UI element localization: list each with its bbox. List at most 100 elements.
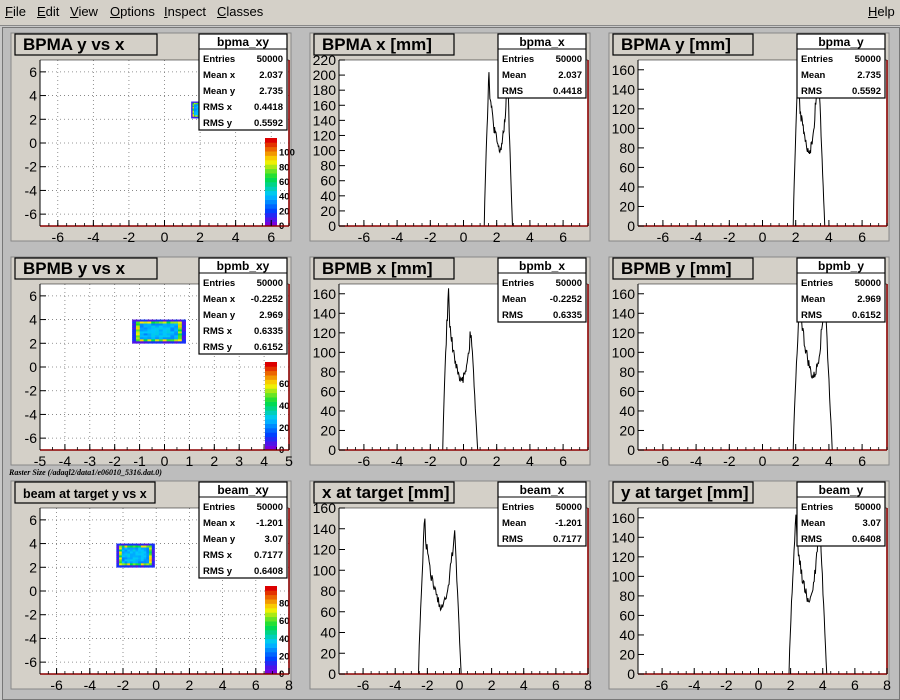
heatmap-cell xyxy=(116,545,120,548)
y-tick-label: 160 xyxy=(313,286,337,302)
heatmap-cell xyxy=(155,331,160,334)
y-tick-label: 40 xyxy=(619,179,635,195)
stats-value: 2.037 xyxy=(558,70,582,81)
heatmap-cell xyxy=(162,321,167,324)
stats-value: 50000 xyxy=(257,502,283,513)
x-tick-label: -4 xyxy=(690,229,703,245)
stats-box xyxy=(198,33,288,131)
stats-label: Mean x xyxy=(203,518,236,529)
palette-cell xyxy=(265,190,277,196)
heatmap-cell xyxy=(170,327,175,330)
heatmap-cell xyxy=(193,111,196,113)
x-tick-label: 0 xyxy=(456,677,464,693)
palette-cell xyxy=(265,397,277,402)
heatmap-cell xyxy=(143,335,148,338)
heatmap-cell xyxy=(147,331,152,334)
heatmap-cell xyxy=(138,565,142,568)
y-tick-label: 100 xyxy=(612,568,636,584)
menu-help[interactable]: Help xyxy=(868,4,895,19)
heatmap-cell xyxy=(170,319,175,322)
heatmap-cell xyxy=(140,551,144,554)
plots-canvas[interactable]: Raster Size (/adaql2/data1/e06010_5316.d… xyxy=(3,28,899,699)
heatmap-cell xyxy=(151,327,156,330)
heatmap-cell xyxy=(149,549,153,552)
y-tick-label: 60 xyxy=(320,383,336,399)
y-tick-label: 20 xyxy=(619,422,635,438)
stats-value: 0.4418 xyxy=(254,102,283,113)
palette-tick-label: 20 xyxy=(279,651,290,662)
stats-value: 50000 xyxy=(855,54,881,65)
y-tick-label: 0 xyxy=(29,359,37,375)
menu-edit[interactable]: Edit xyxy=(37,4,60,19)
menu-view[interactable]: View xyxy=(70,4,98,19)
heatmap-cell xyxy=(143,559,147,562)
heatmap-cell xyxy=(140,553,144,556)
heatmap-cell xyxy=(178,329,183,332)
palette-cell xyxy=(265,590,277,596)
heatmap-cell xyxy=(140,559,144,562)
heatmap-cell xyxy=(170,321,175,324)
heatmap-cell xyxy=(135,325,141,328)
heatmap-cell xyxy=(149,561,153,564)
heatmap-cell xyxy=(196,111,199,113)
x-tick-label: -2 xyxy=(720,677,733,693)
heatmap-cell xyxy=(140,545,144,548)
heatmap-cell xyxy=(147,327,152,330)
stats-label: Mean x xyxy=(203,70,236,81)
heatmap-cell xyxy=(162,323,167,326)
title-box xyxy=(612,33,754,56)
heatmap-cell xyxy=(196,115,199,118)
stats-value: 0.6335 xyxy=(254,326,284,337)
heatmap-cell xyxy=(166,337,171,340)
heatmap-cell xyxy=(158,321,164,324)
palette-cell xyxy=(265,379,277,385)
histogram-line xyxy=(339,288,588,451)
heatmap-cell xyxy=(151,545,155,548)
stats-label: Mean xyxy=(502,294,526,305)
heatmap-cell xyxy=(195,102,198,105)
x-tick-label: 0 xyxy=(759,453,767,469)
y-tick-label: 120 xyxy=(612,549,636,565)
menu-options[interactable]: Options xyxy=(110,4,155,19)
heatmap-cell xyxy=(147,329,152,332)
x-tick-label: 0 xyxy=(161,453,169,469)
heatmap-cell xyxy=(191,109,193,112)
heatmap-cell xyxy=(121,557,125,560)
heatmap-cell xyxy=(192,115,195,118)
menu-inspect[interactable]: Inspect xyxy=(164,4,206,19)
heatmap-cell xyxy=(139,333,144,336)
heatmap-cell xyxy=(193,107,196,109)
heatmap-cell xyxy=(162,337,167,340)
y-tick-label: 2 xyxy=(29,335,37,351)
heatmap-cell xyxy=(116,561,120,564)
y-tick-label: 0 xyxy=(627,666,635,682)
heatmap-cell xyxy=(158,331,164,334)
heatmap-cell xyxy=(146,557,150,560)
stats-label: Entries xyxy=(801,502,833,513)
heatmap-cell xyxy=(132,331,137,334)
x-tick-label: -2 xyxy=(421,677,434,693)
palette-cell xyxy=(265,608,277,613)
palette-cell xyxy=(265,612,277,618)
menu-classes[interactable]: Classes xyxy=(217,4,264,19)
root-canvas[interactable]: Raster Size (/adaql2/data1/e06010_5316.d… xyxy=(2,27,900,700)
heatmap-cell xyxy=(143,325,148,328)
stats-label: Entries xyxy=(801,278,833,289)
heatmap-cell xyxy=(151,557,155,560)
menu-file[interactable]: File xyxy=(5,4,26,19)
y-tick-label: 80 xyxy=(619,588,635,604)
x-tick-label: -6 xyxy=(52,229,65,245)
heatmap-cell xyxy=(146,551,150,554)
stats-label: Entries xyxy=(203,54,235,65)
heatmap-cell xyxy=(121,565,125,568)
heatmap-cell xyxy=(151,329,156,332)
x-tick-label: 6 xyxy=(858,229,866,245)
heatmap-cell xyxy=(147,341,152,344)
raster-caption: Raster Size (/adaql2/data1/e06010_5316.d… xyxy=(8,468,162,477)
title-box xyxy=(14,257,158,280)
heatmap-cell xyxy=(132,551,136,554)
x-tick-label: -4 xyxy=(688,677,701,693)
heatmap-cell xyxy=(195,101,198,104)
y-tick-label: 2 xyxy=(29,111,37,127)
heatmap-cell xyxy=(132,549,136,552)
